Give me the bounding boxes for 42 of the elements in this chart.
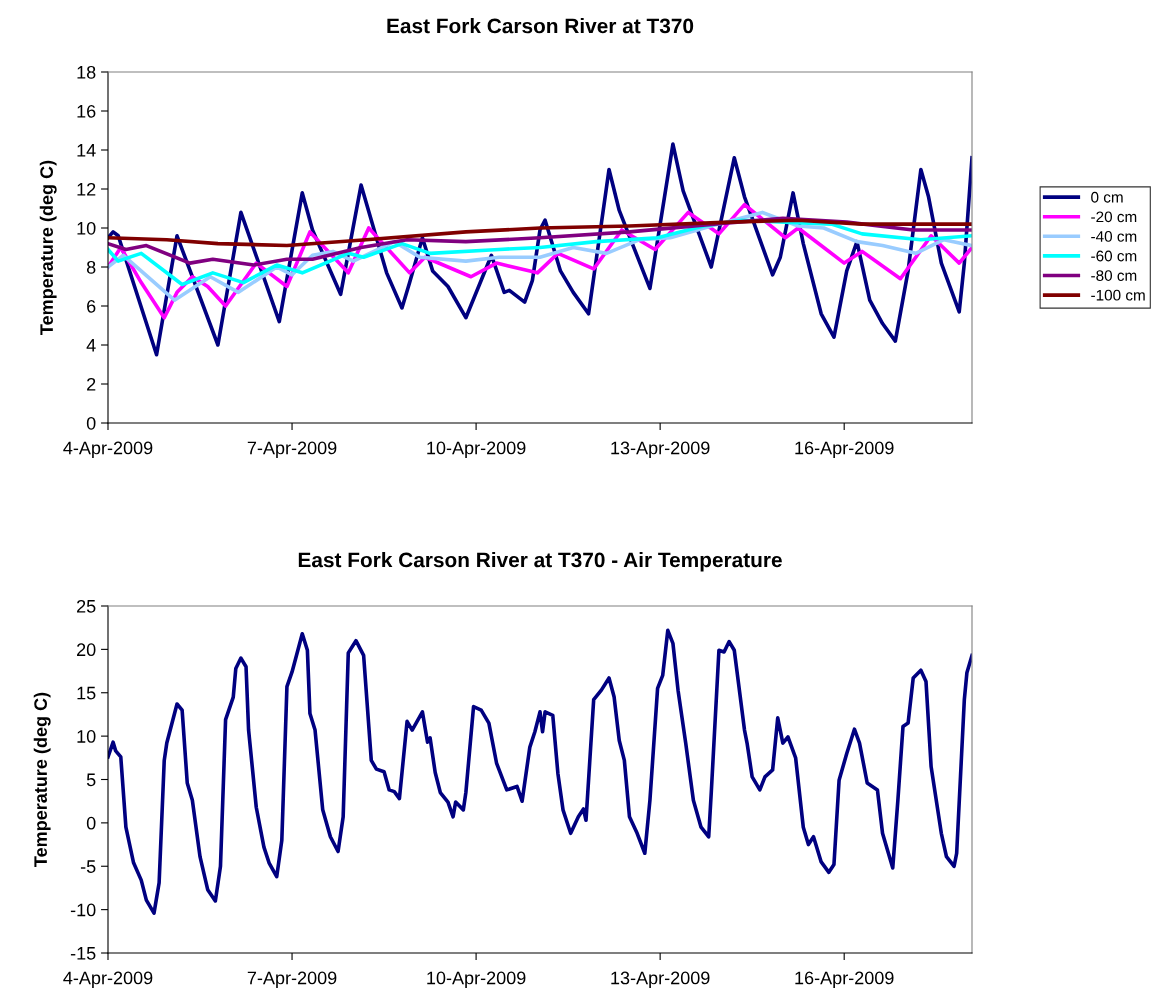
y-tick-label: 16 (77, 104, 96, 118)
legend-label: -60 cm (1091, 250, 1137, 262)
legend-label: -100 cm (1091, 289, 1145, 301)
y-tick-label: 2 (87, 377, 96, 391)
x-tick-label: 4-Apr-2009 (63, 971, 153, 988)
legend-label: -80 cm (1091, 270, 1137, 281)
y-tick-label: 4 (86, 339, 96, 352)
chart-title: East Fork Carson River at T370 - Air Temperature (298, 552, 782, 572)
x-tick-label: 7-Apr-2009 (247, 441, 337, 458)
y-tick-label: 12 (77, 182, 96, 196)
y-tick-label: 10 (77, 221, 96, 235)
y-tick-label: 0 (86, 816, 96, 830)
x-tick-label: 7-Apr-2009 (247, 971, 337, 988)
legend-label: -20 cm (1091, 211, 1137, 223)
y-tick-label: 20 (77, 643, 96, 657)
y-tick-label: -5 (80, 860, 96, 873)
y-tick-label: 25 (77, 599, 96, 613)
y-tick-label: 10 (77, 730, 96, 743)
y-axis-title: Temperature (deg C) (33, 692, 51, 867)
legend-label: -40 cm (1091, 230, 1137, 242)
line-series (108, 628, 972, 915)
y-axis-title: Temperature (deg C) (39, 160, 57, 335)
x-tick-label: 16-Apr-2009 (795, 971, 894, 988)
y-tick-label: 6 (87, 299, 96, 313)
y-tick-label: 15 (77, 686, 96, 700)
x-tick-label: 10-Apr-2009 (427, 441, 526, 458)
y-tick-label: -10 (70, 903, 96, 917)
x-tick-label: 10-Apr-2009 (427, 971, 526, 988)
legend-label: 0 cm (1091, 191, 1123, 203)
x-tick-label: 16-Apr-2009 (795, 441, 894, 458)
y-tick-label: 14 (77, 144, 96, 157)
x-tick-label: 13-Apr-2009 (611, 441, 710, 458)
chart-title: East Fork Carson River at T370 (387, 18, 694, 34)
line-series (108, 218, 972, 248)
y-tick-label: 0 (86, 416, 96, 430)
y-tick-label: 8 (86, 260, 96, 274)
x-tick-label: 13-Apr-2009 (611, 971, 710, 988)
y-tick-label: 18 (77, 65, 96, 79)
y-tick-label: -15 (70, 947, 96, 960)
x-tick-label: 4-Apr-2009 (63, 441, 153, 458)
line-series (108, 218, 972, 287)
y-tick-label: 5 (86, 773, 96, 787)
